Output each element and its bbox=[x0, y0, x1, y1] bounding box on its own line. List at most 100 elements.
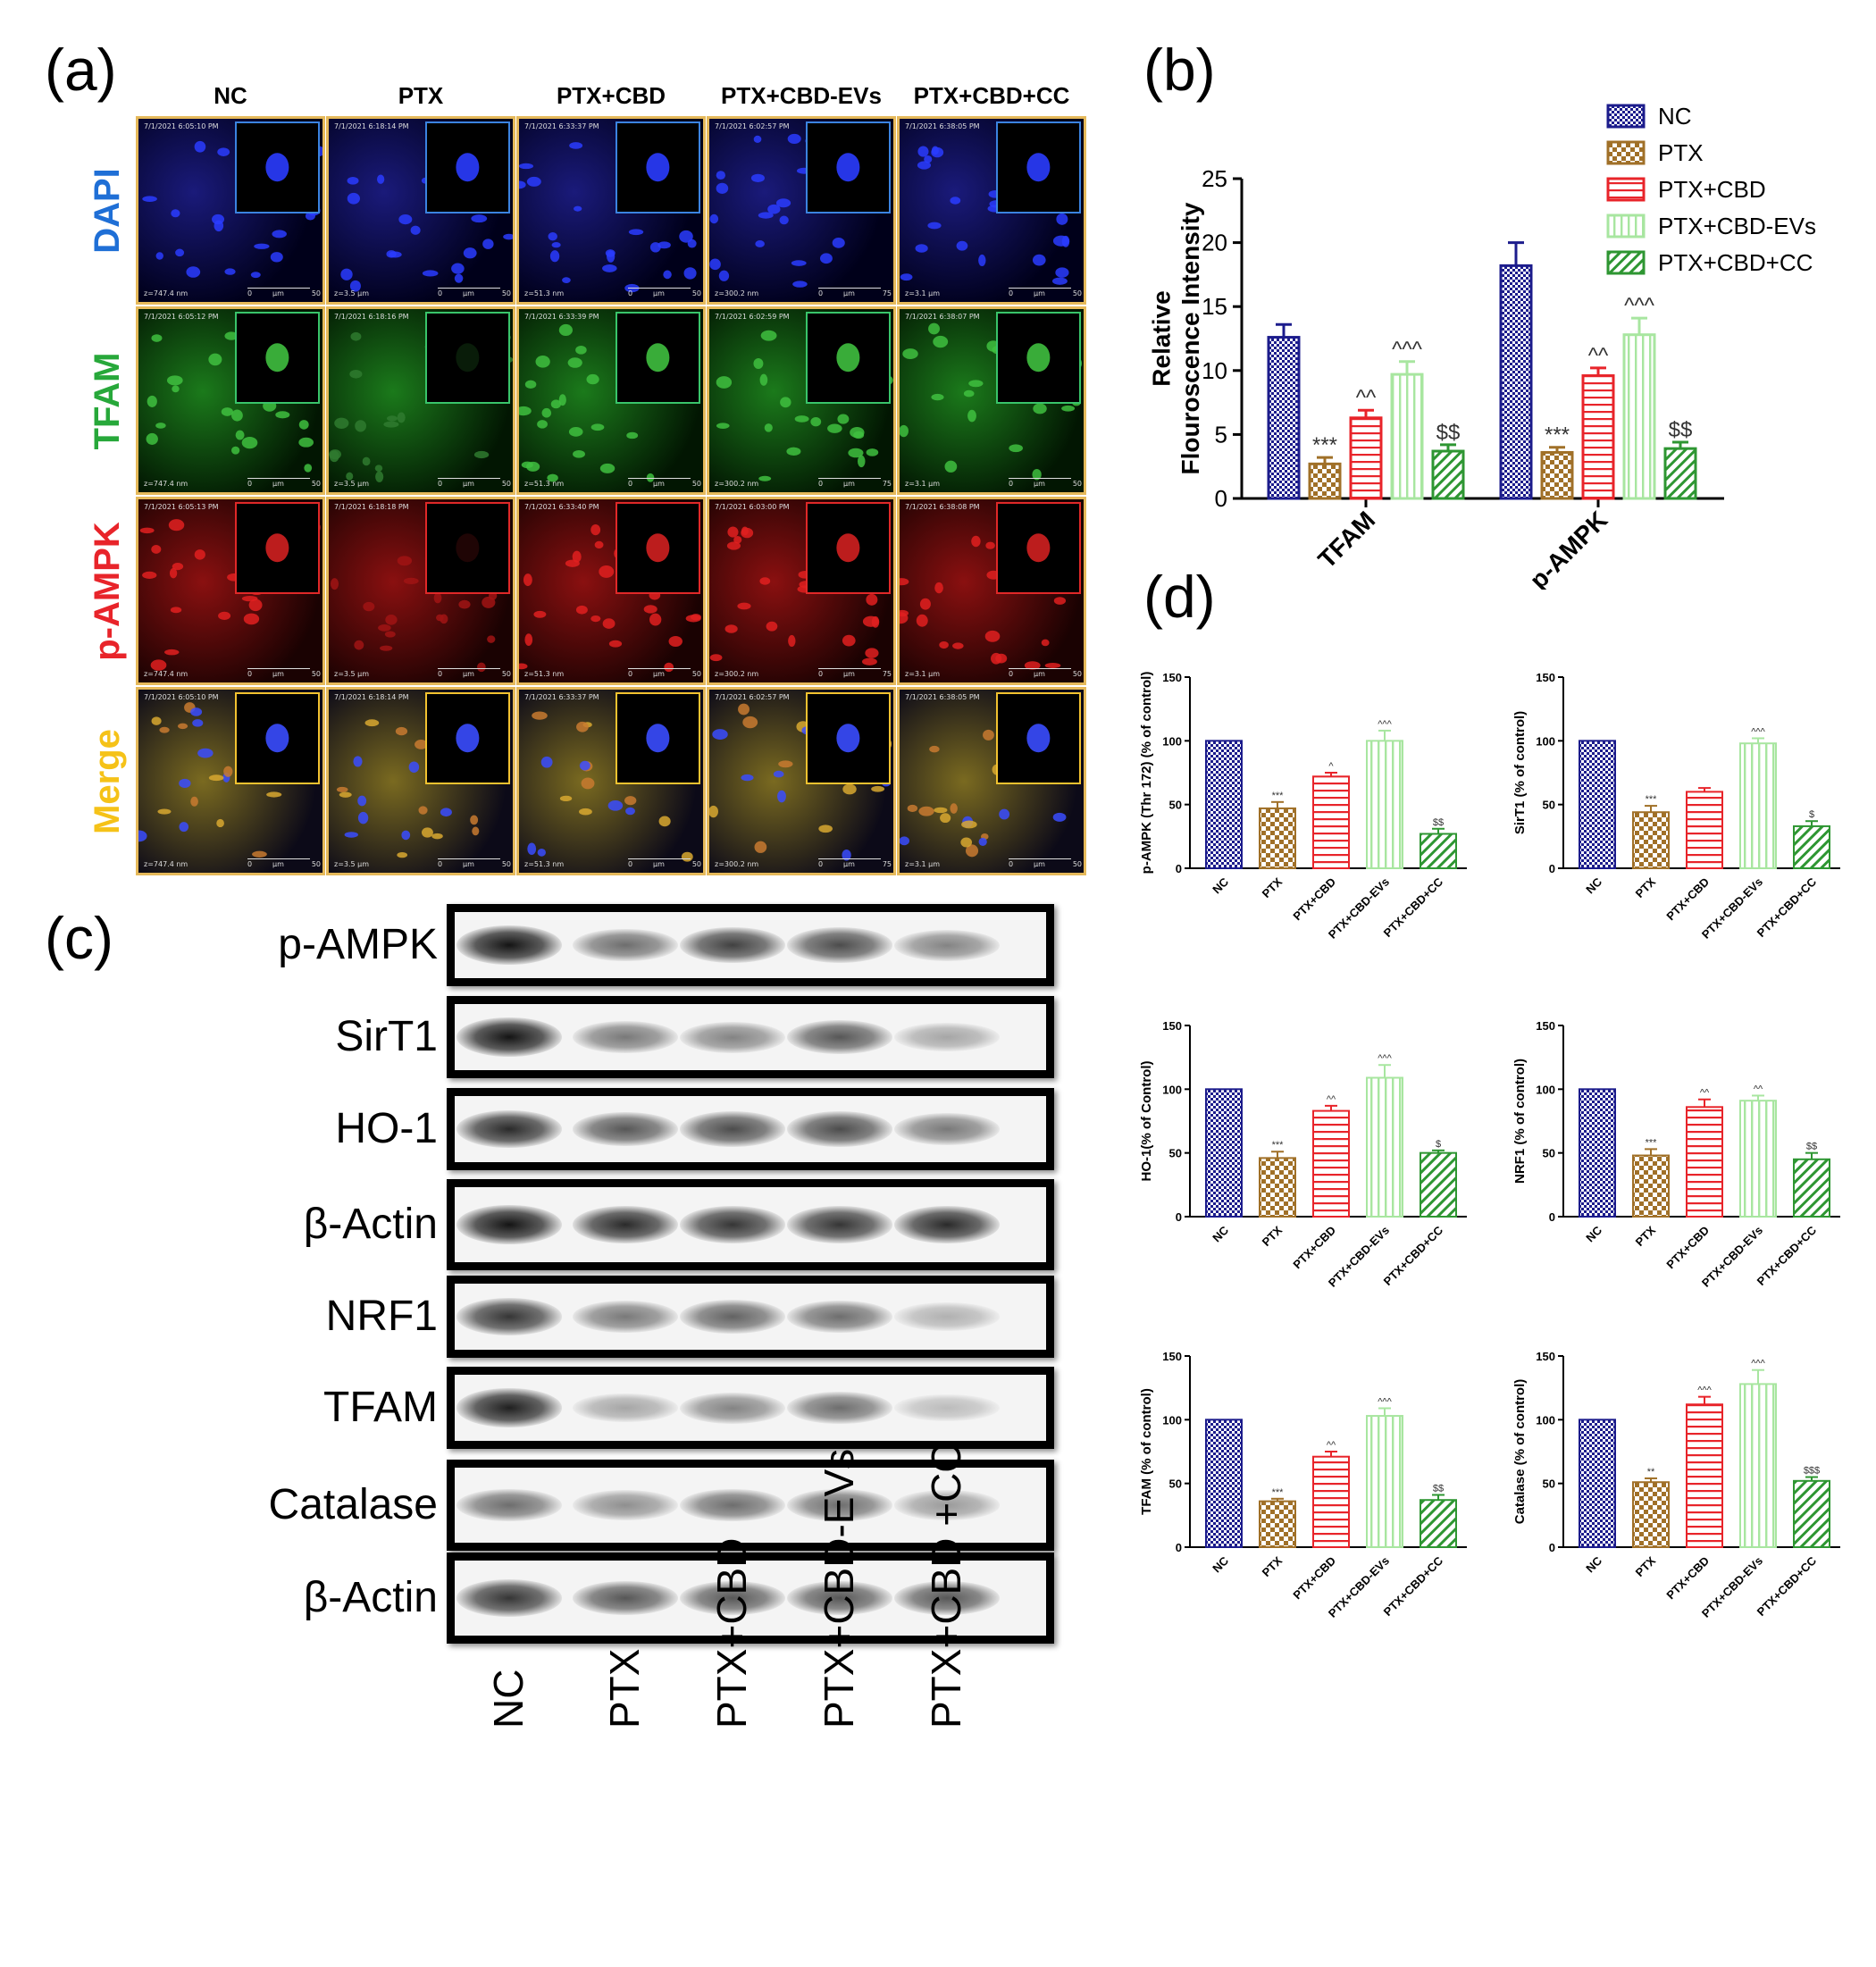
micrograph-scale-bar: 0 µm 75 bbox=[818, 668, 892, 678]
micrograph-blob bbox=[190, 796, 198, 807]
chart-d-bar bbox=[1632, 805, 1670, 870]
chart-d-bar bbox=[1632, 1148, 1670, 1218]
chart-d-category: PTX+CBD bbox=[1290, 875, 1338, 924]
micrograph-blob bbox=[549, 250, 560, 263]
micrograph-scale-bar: 0 µm 75 bbox=[818, 478, 892, 488]
chart-d-bar bbox=[1259, 800, 1296, 870]
panel-label-c: (c) bbox=[45, 905, 113, 971]
chart-d-significance: ^^ bbox=[1700, 1088, 1710, 1099]
chart-d-category: PTX bbox=[1633, 1553, 1659, 1579]
micrograph-blob bbox=[709, 805, 718, 818]
chart-b-ytick: 10 bbox=[1202, 357, 1227, 384]
chart-d-category: PTX bbox=[1633, 875, 1659, 900]
chart-d-significance: $ bbox=[1436, 1139, 1441, 1150]
chart-b-ytick: 15 bbox=[1202, 293, 1227, 320]
chart-b-bar bbox=[1663, 440, 1697, 500]
blot-band bbox=[456, 1488, 562, 1522]
micrograph-blob bbox=[931, 146, 939, 155]
micrograph-blob bbox=[1044, 662, 1061, 669]
micrograph-blob bbox=[248, 598, 263, 612]
micrograph-blob bbox=[842, 634, 856, 647]
micrograph-blob bbox=[339, 791, 352, 798]
micrograph-blob bbox=[142, 196, 157, 203]
micrograph-blob bbox=[398, 213, 413, 225]
blot-band bbox=[456, 1298, 562, 1335]
chart-d-significance: $$ bbox=[1433, 817, 1444, 828]
micrograph-blob bbox=[395, 726, 408, 736]
blot-lane-label: NC bbox=[485, 1669, 532, 1728]
inset-nucleus bbox=[1026, 343, 1051, 372]
micrograph-blob bbox=[871, 615, 880, 628]
scale-unit: µm bbox=[272, 480, 284, 488]
chart-d-bar bbox=[1205, 1419, 1243, 1549]
micrograph-blob bbox=[1055, 267, 1069, 278]
micrograph-blob bbox=[915, 244, 928, 253]
micrograph-timestamp: 7/1/2021 6:18:18 PM bbox=[334, 503, 409, 511]
scale-unit: µm bbox=[653, 670, 665, 678]
inset-nucleus bbox=[1026, 724, 1051, 753]
blot-protein-label: p-AMPK bbox=[278, 921, 438, 968]
scale-value: 50 bbox=[311, 670, 321, 678]
micrograph-blob bbox=[151, 716, 162, 725]
micrograph-blob bbox=[336, 786, 348, 792]
chart-d-ytick: 50 bbox=[1169, 799, 1182, 812]
inset-signal bbox=[646, 533, 670, 563]
micrograph-timestamp: 7/1/2021 6:33:37 PM bbox=[524, 693, 599, 701]
chart-d-1: 0 50 100 150 SirT1 (% of control) NC *** PTX PTX… bbox=[1512, 671, 1840, 942]
chart-d-ylabel: HO-1(% of Control) bbox=[1139, 1061, 1154, 1182]
micrograph-blob bbox=[716, 171, 726, 180]
micrograph-blob bbox=[579, 808, 592, 816]
micrograph-blob bbox=[832, 238, 845, 248]
micrograph-z-label: z=3.5 µm bbox=[334, 670, 370, 678]
micrograph-blob bbox=[334, 417, 349, 429]
micrograph-blob bbox=[963, 389, 975, 398]
micrograph-blob bbox=[410, 225, 421, 235]
inset-nucleus bbox=[836, 533, 860, 563]
micrograph-blob bbox=[594, 540, 604, 549]
micrograph-image: 7/1/2021 6:02:57 PM z=300.2 nm 0 µm 75 bbox=[707, 687, 896, 875]
chart-d-ylabel: p-AMPK (Thr 172) (% of control) bbox=[1139, 672, 1154, 875]
micrograph-blob bbox=[1051, 277, 1068, 285]
micrograph-timestamp: 7/1/2021 6:33:40 PM bbox=[524, 503, 599, 511]
inset-signal bbox=[456, 533, 480, 563]
chart-d-ytick: 0 bbox=[1549, 862, 1555, 875]
scale-unit: µm bbox=[843, 670, 855, 678]
micrograph-blob bbox=[524, 380, 537, 389]
micrograph-row-label: p-AMPK bbox=[88, 521, 127, 661]
micrograph-blob bbox=[624, 796, 637, 806]
scale-unit: µm bbox=[653, 480, 665, 488]
micrograph-timestamp: 7/1/2021 6:05:10 PM bbox=[144, 693, 219, 701]
micrograph-blob bbox=[559, 795, 573, 802]
micrograph-blob bbox=[865, 648, 879, 658]
chart-d-bar bbox=[1259, 1497, 1296, 1548]
scale-value: 50 bbox=[1072, 670, 1082, 678]
micrograph-blob bbox=[243, 613, 260, 625]
micrograph-blob bbox=[1009, 444, 1023, 453]
blot-band bbox=[573, 928, 678, 962]
chart-d-significance: ^^ bbox=[1754, 1084, 1763, 1094]
micrograph-column-label: NC bbox=[214, 82, 247, 109]
micrograph-blob bbox=[171, 209, 180, 218]
chart-b-significance: *** bbox=[1312, 433, 1337, 457]
micrograph-blob bbox=[168, 519, 185, 532]
micrograph-blob bbox=[668, 636, 683, 647]
scale-zero: 0 bbox=[1009, 670, 1014, 678]
scale-zero: 0 bbox=[438, 480, 443, 488]
chart-d-ytick: 100 bbox=[1536, 1413, 1555, 1427]
chart-d-category: PTX+CBD bbox=[1290, 1554, 1338, 1603]
micrograph-blob bbox=[550, 399, 561, 409]
micrograph-image: 7/1/2021 6:33:39 PM z=51.3 nm 0 µm 50 bbox=[516, 306, 706, 495]
panel-label-b: (b) bbox=[1143, 37, 1216, 103]
micrograph-blob bbox=[568, 427, 583, 437]
chart-d-bar bbox=[1205, 740, 1243, 870]
micrograph-signal bbox=[527, 711, 693, 862]
blot-band bbox=[787, 1300, 892, 1334]
micrograph-blob bbox=[607, 799, 624, 811]
blot-strip bbox=[447, 1088, 1054, 1170]
micrograph-blob bbox=[608, 640, 623, 648]
micrograph-blob bbox=[537, 420, 548, 429]
scale-unit: µm bbox=[1034, 480, 1045, 488]
inset-nucleus bbox=[456, 343, 480, 372]
micrograph-scale-bar: 0 µm 50 bbox=[438, 288, 511, 297]
chart-d-3: 0 50 100 150 NRF1 (% of control) NC *** PTX ^^ PT… bbox=[1512, 1019, 1840, 1290]
